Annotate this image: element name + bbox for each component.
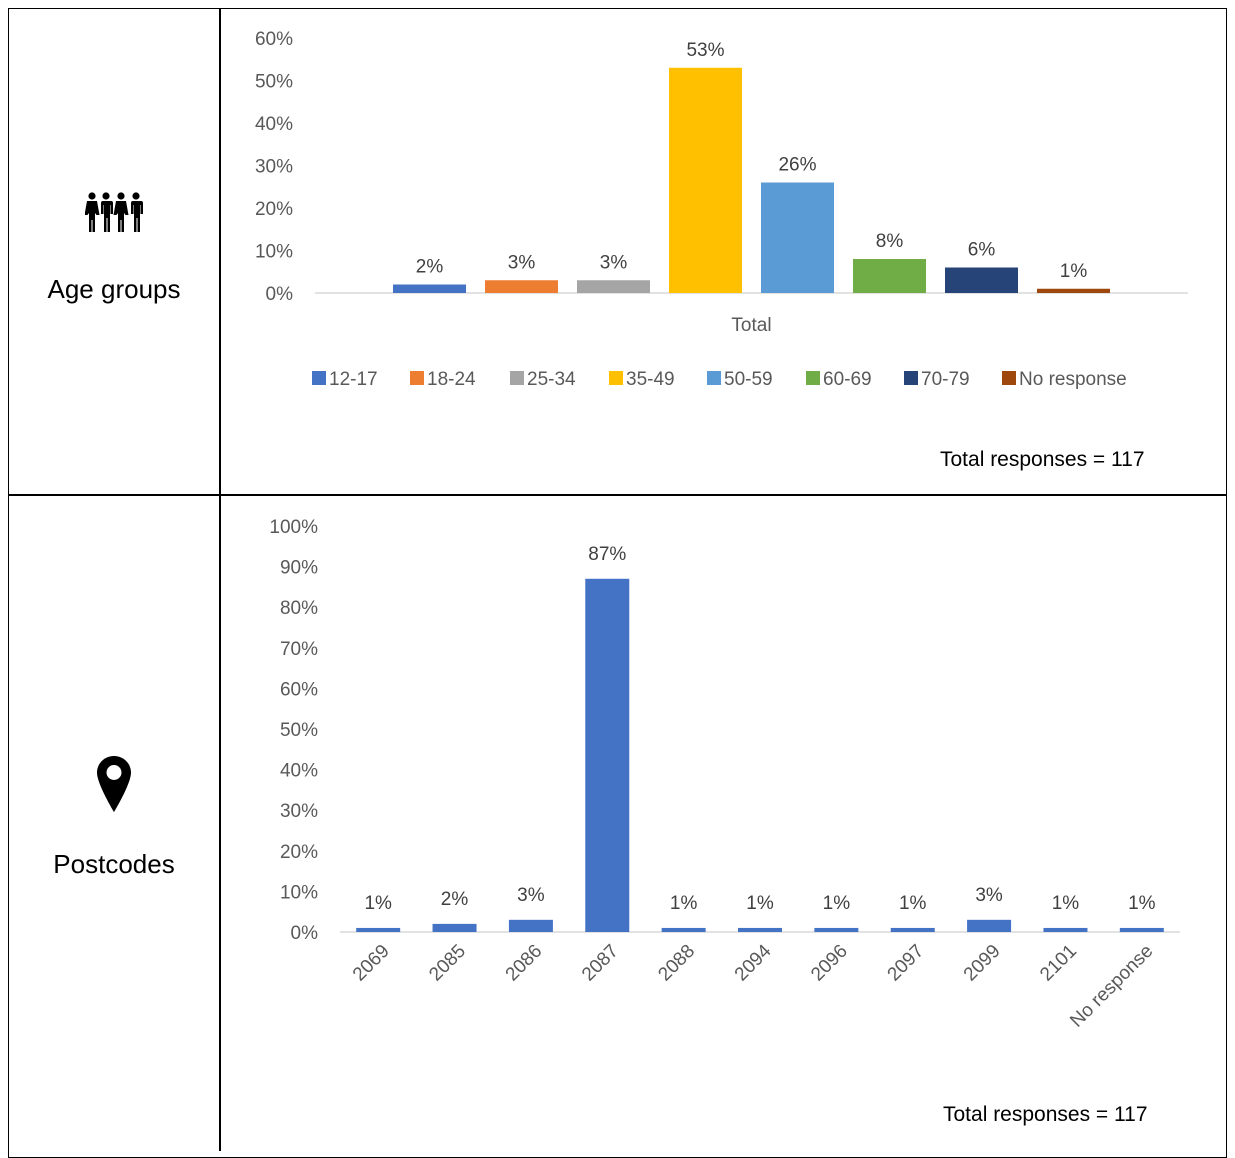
data-label: 2% [416, 257, 444, 278]
y-tick-label: 40% [255, 114, 293, 135]
legend-label: 12-17 [329, 369, 378, 390]
legend-swatch [806, 371, 820, 385]
legend-swatch [1002, 371, 1016, 385]
x-tick-label: 2088 [654, 941, 699, 986]
data-label: 8% [876, 231, 904, 252]
legend-label: 70-79 [921, 369, 970, 390]
data-label: 1% [670, 893, 698, 914]
data-label: 1% [823, 893, 851, 914]
bar-60-69 [853, 259, 926, 293]
age-total-responses: Total responses = 117 [940, 448, 1145, 471]
bar-12-17 [393, 284, 466, 293]
bar-2085 [432, 923, 477, 932]
y-tick-label: 100% [269, 517, 318, 538]
bar-2097 [890, 927, 935, 932]
y-tick-label: 0% [291, 923, 319, 944]
legend-swatch [510, 371, 524, 385]
data-label: 3% [975, 885, 1003, 906]
x-tick-label: 2085 [425, 941, 470, 986]
bar-2086 [508, 919, 553, 932]
data-label: 26% [778, 155, 816, 176]
legend-swatch [609, 371, 623, 385]
bar-35-49 [669, 67, 742, 293]
table-row-divider [8, 494, 1227, 496]
x-category-label: Total [731, 315, 771, 336]
legend-label: 18-24 [427, 369, 476, 390]
data-label: 1% [1128, 893, 1156, 914]
y-tick-label: 50% [280, 720, 318, 741]
legend-swatch [312, 371, 326, 385]
data-label: 1% [899, 893, 927, 914]
bar-2101 [1043, 927, 1088, 932]
x-tick-label: 2086 [502, 941, 547, 986]
data-label: 87% [588, 544, 626, 565]
data-label: 3% [517, 885, 545, 906]
bar-2069 [356, 927, 401, 932]
data-label: 6% [968, 240, 996, 261]
legend-label: 25-34 [527, 369, 576, 390]
legend-label: 60-69 [823, 369, 872, 390]
row-label-age-groups: Age groups [47, 274, 181, 304]
data-label: 53% [686, 40, 724, 61]
bar-18-24 [485, 280, 558, 293]
row-label-postcodes: Postcodes [53, 849, 175, 879]
x-tick-label: 2094 [731, 940, 776, 985]
bar-no-response [1119, 927, 1164, 932]
bar-50-59 [761, 182, 834, 293]
y-tick-label: 20% [280, 842, 318, 863]
y-tick-label: 60% [280, 679, 318, 700]
x-tick-label: 2069 [349, 941, 394, 986]
bar-25-34 [577, 280, 650, 293]
bar-2087 [585, 578, 630, 932]
bar-2094 [738, 927, 782, 932]
bar-2088 [661, 927, 706, 932]
legend-label: 50-59 [724, 369, 773, 390]
x-tick-label: 2097 [884, 941, 929, 986]
x-tick-label: 2096 [807, 941, 852, 986]
y-tick-label: 30% [255, 157, 293, 178]
data-label: 1% [1052, 893, 1080, 914]
bar-no-response [1037, 288, 1110, 293]
table-column-divider [219, 8, 221, 1151]
data-label: 1% [746, 893, 774, 914]
y-tick-label: 10% [280, 882, 318, 903]
legend-swatch [707, 371, 721, 385]
map-pin-icon [8, 756, 220, 812]
legend-label: 35-49 [626, 369, 675, 390]
y-tick-label: 60% [255, 29, 293, 50]
data-label: 3% [508, 252, 536, 273]
y-tick-label: 80% [280, 598, 318, 619]
x-tick-label: 2101 [1036, 941, 1081, 986]
y-tick-label: 90% [280, 558, 318, 579]
y-tick-label: 10% [255, 242, 293, 263]
data-label: 1% [364, 893, 392, 914]
data-label: 1% [1060, 261, 1088, 282]
x-tick-label: 2087 [578, 941, 623, 986]
y-tick-label: 20% [255, 199, 293, 220]
people-group-icon [8, 192, 220, 232]
legend-label: No response [1019, 369, 1127, 390]
x-tick-label: 2099 [960, 941, 1005, 986]
postcode-total-responses: Total responses = 117 [943, 1103, 1148, 1126]
bar-2096 [814, 927, 859, 932]
y-tick-label: 50% [255, 72, 293, 93]
bar-2099 [967, 919, 1012, 932]
legend-swatch [904, 371, 918, 385]
y-tick-label: 70% [280, 639, 318, 660]
legend-swatch [410, 371, 424, 385]
y-tick-label: 30% [280, 801, 318, 822]
data-label: 2% [441, 889, 469, 910]
x-tick-label: No response [1066, 941, 1157, 1032]
data-label: 3% [600, 252, 628, 273]
y-tick-label: 0% [266, 284, 294, 305]
bar-70-79 [945, 267, 1018, 293]
y-tick-label: 40% [280, 761, 318, 782]
